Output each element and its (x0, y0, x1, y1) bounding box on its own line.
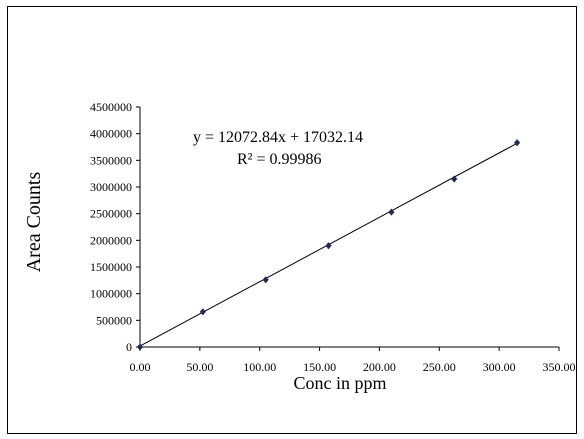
y-tick-label: 0 (126, 340, 132, 354)
data-points (136, 139, 521, 351)
chart-frame (7, 6, 577, 434)
data-point (388, 208, 395, 216)
y-axis-title: Area Counts (23, 172, 45, 273)
x-tick-label: 150.00 (303, 360, 336, 374)
x-tick-label: 350.00 (543, 360, 576, 374)
data-point (199, 308, 206, 316)
axes (139, 107, 559, 348)
y-tick-label: 3500000 (90, 153, 132, 167)
data-point (451, 175, 458, 183)
x-tick-label: 50.00 (186, 360, 213, 374)
equation-label: y = 12072.84x + 17032.14 (193, 129, 363, 146)
x-tick-label: 100.00 (243, 360, 276, 374)
x-tick-label: 0.00 (130, 360, 151, 374)
y-tick-label: 1000000 (90, 287, 132, 301)
x-ticks: 0.00 50.00 100.00 150.00 200.00 250.00 300.00 3… (130, 347, 576, 374)
data-point (262, 276, 269, 284)
data-point (325, 242, 332, 250)
x-tick-label: 300.00 (483, 360, 516, 374)
r-squared-label: R² = 0.99986 (237, 151, 322, 168)
x-axis-title: Conc in ppm (294, 373, 387, 393)
y-tick-label: 2500000 (90, 207, 132, 221)
data-point (514, 139, 521, 147)
x-tick-label: 250.00 (423, 360, 456, 374)
y-tick-label: 4000000 (90, 127, 132, 141)
y-tick-label: 1500000 (90, 260, 132, 274)
y-tick-label: 4500000 (90, 100, 132, 114)
y-tick-label: 2000000 (90, 233, 132, 247)
y-ticks: 0 500000 1000000 1500000 2000000 2500000 30000… (90, 100, 140, 354)
y-tick-label: 500000 (96, 313, 132, 327)
data-point (136, 343, 144, 351)
x-tick-label: 200.00 (363, 360, 396, 374)
y-tick-label: 3000000 (90, 180, 132, 194)
